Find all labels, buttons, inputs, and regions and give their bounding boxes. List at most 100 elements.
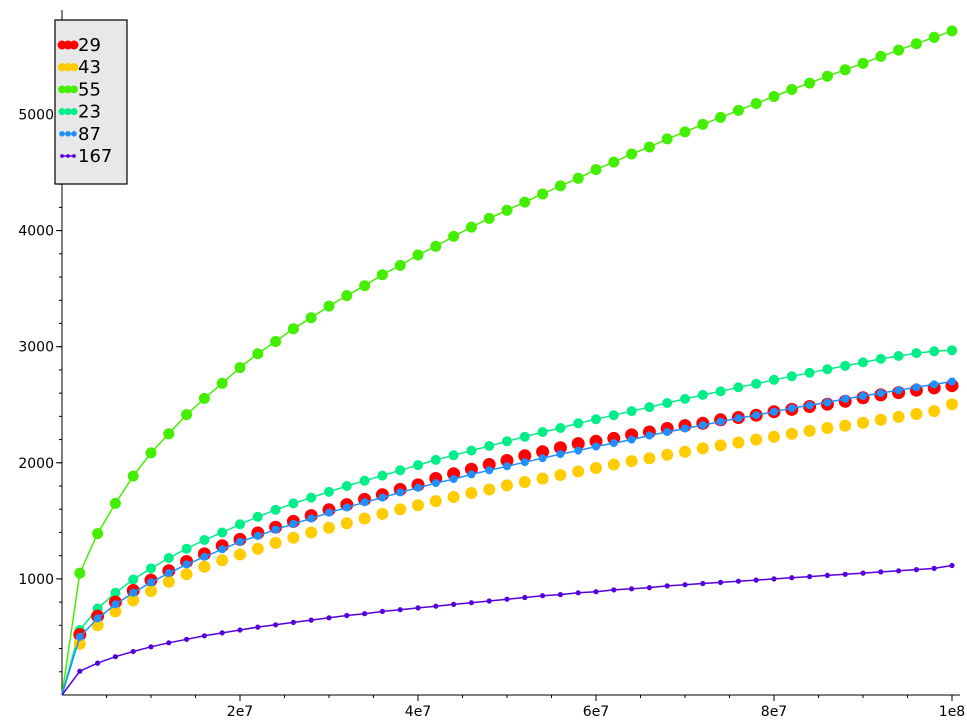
data-point <box>269 536 282 549</box>
data-point <box>482 458 496 471</box>
data-point <box>252 511 263 522</box>
data-point <box>860 570 866 576</box>
data-point <box>93 614 102 623</box>
data-point <box>949 562 955 569</box>
series-87 <box>61 377 956 696</box>
data-point <box>448 450 459 461</box>
data-point <box>698 421 707 430</box>
data-point <box>234 548 246 561</box>
data-point <box>502 436 512 447</box>
y-tick-label: 5000 <box>18 107 54 123</box>
series-55 <box>61 25 958 696</box>
data-point <box>127 470 139 482</box>
series-55-line <box>61 30 953 696</box>
data-point <box>147 578 155 587</box>
data-point <box>697 389 708 400</box>
data-point <box>911 348 922 359</box>
data-point <box>485 466 494 475</box>
data-point <box>804 367 815 378</box>
data-point <box>571 437 585 451</box>
data-point <box>326 615 332 621</box>
data-point <box>413 460 423 471</box>
y-tick-label: 4000 <box>18 224 54 240</box>
data-point <box>75 632 84 641</box>
data-point <box>789 575 795 581</box>
data-point <box>234 362 246 374</box>
data-point <box>145 585 157 598</box>
x-tick-label: 6e7 <box>583 704 609 720</box>
data-point <box>164 569 173 578</box>
data-point <box>379 608 385 615</box>
data-point <box>342 503 351 512</box>
data-point <box>733 382 744 393</box>
series-29 <box>73 379 959 642</box>
data-point <box>573 418 584 429</box>
data-point <box>449 475 458 484</box>
data-point <box>643 141 655 153</box>
plot-area <box>61 25 959 696</box>
data-point <box>839 64 851 76</box>
data-point <box>273 622 279 628</box>
data-point <box>750 98 762 109</box>
data-point <box>290 619 296 626</box>
data-point <box>753 577 759 583</box>
data-point <box>679 126 691 138</box>
data-point <box>181 543 192 554</box>
x-tick-label: 2e7 <box>227 704 253 720</box>
legend-swatch-marker <box>64 85 72 94</box>
data-point <box>323 300 335 312</box>
data-point <box>771 576 777 582</box>
data-point <box>874 413 887 426</box>
data-point <box>448 230 460 242</box>
data-point <box>359 280 371 292</box>
data-point <box>718 579 724 586</box>
legend-label: 43 <box>78 57 101 78</box>
data-point <box>646 585 653 591</box>
series-43 <box>73 398 958 650</box>
legend-item-87: 87 <box>59 124 101 145</box>
data-point <box>841 394 850 403</box>
data-point <box>431 479 440 488</box>
data-point <box>414 483 422 492</box>
data-point <box>130 648 136 655</box>
data-point <box>857 416 869 429</box>
data-point <box>465 487 478 499</box>
data-point <box>182 560 191 569</box>
data-point <box>252 348 264 360</box>
data-point <box>557 592 564 598</box>
data-point <box>344 612 350 619</box>
data-point <box>715 111 727 123</box>
data-point <box>537 188 549 200</box>
data-point <box>591 414 601 425</box>
legend-item-29: 29 <box>57 35 101 56</box>
data-point <box>501 479 513 492</box>
data-point <box>769 374 779 385</box>
data-point <box>894 386 903 395</box>
legend-swatch-marker <box>69 62 79 72</box>
data-point <box>74 567 86 579</box>
data-point <box>109 497 121 509</box>
data-point <box>715 386 726 397</box>
data-point <box>663 428 672 436</box>
data-point <box>486 598 492 604</box>
data-point <box>768 91 780 102</box>
data-point <box>287 531 300 544</box>
data-point <box>341 290 353 302</box>
data-point <box>946 398 958 411</box>
data-point <box>912 383 921 392</box>
data-point <box>555 423 566 433</box>
data-point <box>553 441 567 455</box>
data-point <box>451 601 457 608</box>
data-point <box>376 507 389 520</box>
data-point <box>893 351 904 361</box>
data-point <box>770 407 778 416</box>
data-point <box>948 377 956 386</box>
data-point <box>625 455 638 468</box>
data-point <box>180 568 193 581</box>
legend-label: 23 <box>78 102 101 123</box>
data-point <box>519 431 530 442</box>
legend-item-43: 43 <box>57 57 101 78</box>
data-point <box>575 590 581 596</box>
data-point <box>554 180 566 192</box>
axes: 2e7 4e7 6e7 8e7 1e8 1000 2000 3000 4000 5000 <box>18 10 965 720</box>
